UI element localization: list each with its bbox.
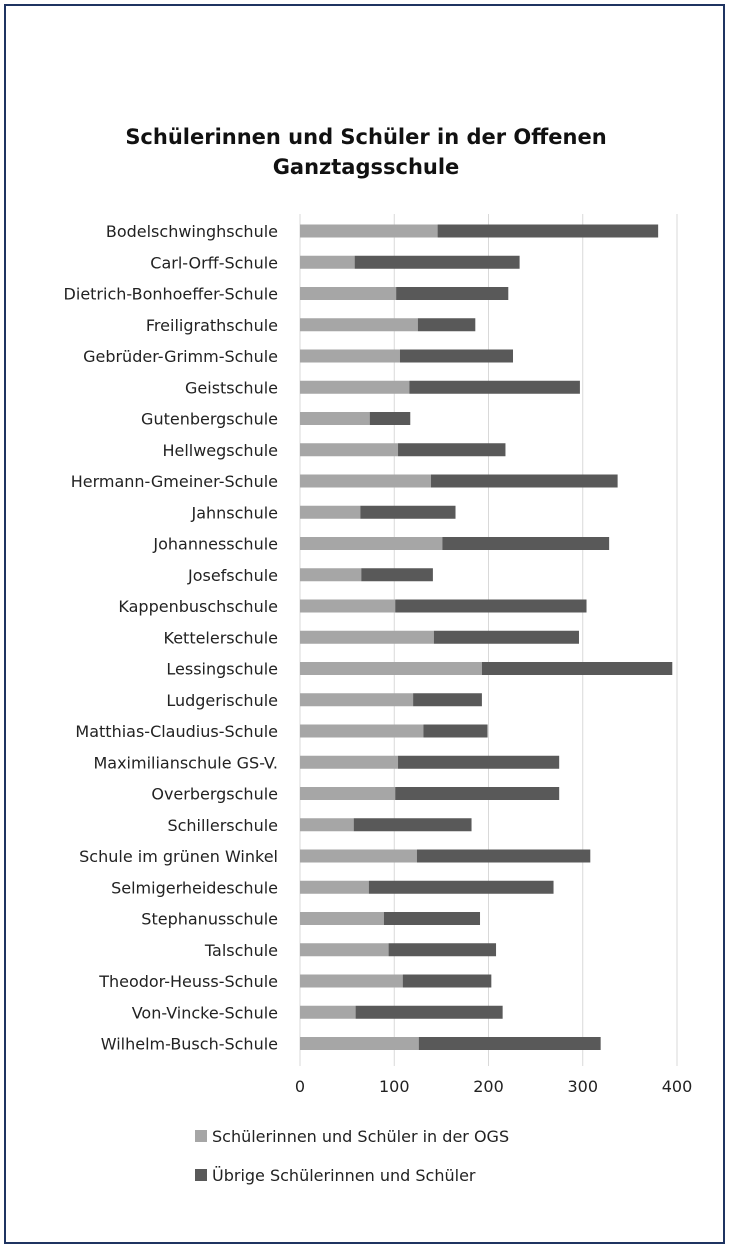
bar-uebrige — [409, 380, 580, 394]
bar-ogs — [300, 412, 370, 425]
legend-label: Schülerinnen und Schüler in der OGS — [212, 1127, 509, 1146]
category-label: Maximilianschule GS-V. — [93, 753, 278, 772]
x-tick-label: 300 — [567, 1077, 598, 1096]
chart-title: Schülerinnen und Schüler in der Offenen … — [125, 125, 607, 179]
bar-ogs — [300, 912, 384, 925]
category-label: Ludgerischule — [166, 691, 278, 710]
bar-ogs — [300, 318, 418, 332]
bar-uebrige — [360, 505, 456, 519]
category-label: Wilhelm-Busch-Schule — [101, 1035, 278, 1054]
bar-uebrige — [396, 287, 509, 300]
legend-swatch — [195, 1169, 207, 1181]
bar-uebrige — [355, 1005, 503, 1019]
bar-ogs — [300, 787, 396, 800]
bar-ogs — [300, 880, 369, 894]
bar-ogs — [300, 693, 414, 707]
category-label: Josefschule — [187, 566, 278, 585]
bar-uebrige — [354, 255, 520, 269]
bar-uebrige — [442, 537, 610, 550]
category-label: Geistschule — [185, 378, 278, 397]
bars — [300, 224, 673, 1050]
bar-ogs — [300, 943, 389, 957]
bar-uebrige — [368, 880, 554, 894]
legend: Schülerinnen und Schüler in der OGS Übrig… — [195, 1127, 509, 1185]
bar-ogs — [300, 662, 482, 675]
bar-ogs — [300, 724, 424, 738]
category-label: Gutenbergschule — [141, 410, 278, 429]
bar-uebrige — [399, 349, 514, 363]
category-label: Kettelerschule — [164, 628, 279, 647]
category-label: Bodelschwinghschule — [106, 222, 278, 241]
legend-label: Übrige Schülerinnen und Schüler — [212, 1166, 476, 1185]
category-label: Von-Vincke-Schule — [132, 1003, 278, 1022]
bar-uebrige — [413, 693, 482, 707]
category-label: Schule im grünen Winkel — [79, 847, 278, 866]
legend-swatch — [195, 1130, 207, 1142]
category-label: Johannesschule — [152, 535, 278, 554]
bar-uebrige — [481, 662, 673, 675]
bar-ogs — [300, 474, 432, 488]
bar-uebrige — [423, 724, 488, 738]
bar-uebrige — [398, 755, 560, 769]
bar-uebrige — [416, 849, 591, 863]
bar-ogs — [300, 443, 399, 457]
category-label: Hellwegschule — [162, 441, 278, 460]
bar-uebrige — [369, 412, 411, 425]
category-label: Matthias-Claudius-Schule — [75, 722, 278, 741]
category-label: Hermann-Gmeiner-Schule — [71, 472, 278, 491]
category-label: Carl-Orff-Schule — [150, 253, 278, 272]
category-labels: Bodelschwinghschule Carl-Orff-Schule Dietr… — [64, 222, 278, 1054]
bar-ogs — [300, 505, 361, 519]
category-label: Freiligrathschule — [146, 316, 278, 335]
category-label: Overbergschule — [151, 785, 278, 804]
category-label: Theodor-Heuss-Schule — [98, 972, 278, 991]
bar-ogs — [300, 599, 396, 613]
bar-ogs — [300, 1037, 419, 1050]
category-label: Lessingschule — [166, 660, 278, 679]
bar-ogs — [300, 1005, 356, 1019]
bar-uebrige — [433, 630, 579, 644]
category-label: Selmigerheideschule — [111, 878, 278, 897]
bar-ogs — [300, 380, 410, 394]
category-label: Talschule — [204, 941, 278, 960]
bar-ogs — [300, 255, 355, 269]
bar-ogs — [300, 287, 397, 300]
bar-uebrige — [402, 974, 492, 988]
x-tick-label: 400 — [662, 1077, 693, 1096]
bar-uebrige — [437, 224, 659, 238]
bar-ogs — [300, 755, 399, 769]
category-label: Stephanusschule — [141, 910, 278, 929]
bar-uebrige — [395, 787, 560, 800]
bar-ogs — [300, 349, 400, 363]
bar-ogs — [300, 818, 354, 832]
bar-uebrige — [395, 599, 587, 613]
x-tick-label: 100 — [379, 1077, 410, 1096]
x-tick-label: 200 — [473, 1077, 504, 1096]
bar-ogs — [300, 568, 362, 582]
bar-uebrige — [383, 912, 481, 925]
category-label: Schillerschule — [167, 816, 278, 835]
x-tick-label: 0 — [295, 1077, 305, 1096]
bar-ogs — [300, 224, 438, 238]
bar-ogs — [300, 974, 403, 988]
bar-uebrige — [361, 568, 433, 582]
category-label: Jahnschule — [190, 503, 278, 522]
bar-ogs — [300, 849, 417, 863]
bar-uebrige — [418, 1037, 601, 1050]
bar-uebrige — [353, 818, 472, 832]
bar-uebrige — [431, 474, 618, 488]
bar-uebrige — [388, 943, 497, 957]
category-label: Dietrich-Bonhoeffer-Schule — [64, 285, 278, 304]
category-label: Gebrüder-Grimm-Schule — [83, 347, 278, 366]
bar-uebrige — [417, 318, 476, 332]
bar-ogs — [300, 537, 443, 550]
category-label: Kappenbuschschule — [118, 597, 278, 616]
bar-uebrige — [398, 443, 506, 457]
x-tick-labels: 0 100 200 300 400 — [295, 1077, 692, 1096]
bar-ogs — [300, 630, 434, 644]
